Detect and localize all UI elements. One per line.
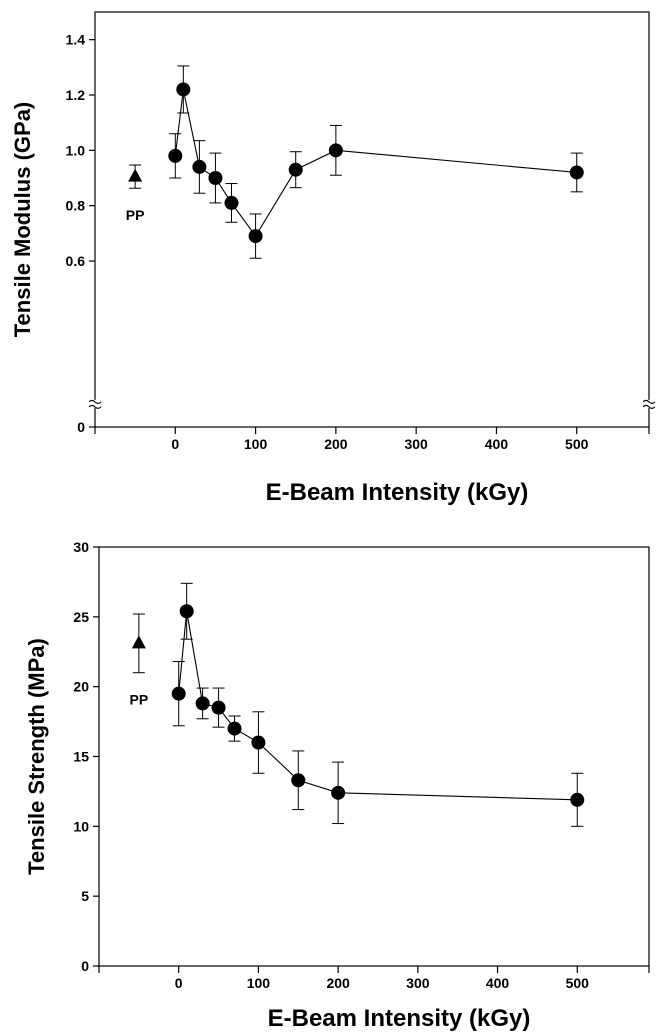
y-tick-label: 0: [81, 958, 89, 974]
x-tick-label: 200: [324, 436, 348, 452]
x-tick-label: 0: [171, 436, 179, 452]
data-point: [192, 159, 207, 174]
data-point: [179, 604, 194, 619]
data-point: [570, 792, 585, 807]
x-tick-label: 300: [406, 975, 430, 991]
x-tick-label: 400: [486, 975, 510, 991]
y-axis-title: Tensile Modulus (GPa): [10, 102, 35, 338]
data-point: [176, 82, 191, 97]
reference-label: PP: [130, 692, 149, 708]
data-point: [208, 171, 223, 185]
data-point: [171, 686, 186, 701]
x-axis-title: E-Beam Intensity (kGy): [266, 479, 529, 506]
data-point: [328, 143, 343, 158]
data-point: [248, 229, 263, 244]
reference-point: [128, 168, 143, 182]
chart-panel-1: 0 0.6 0.8 1.0 1.2 1.4 0 100 200 300 400 500 E-Beam I…: [10, 11, 656, 506]
y-tick-label: 15: [73, 749, 89, 765]
x-tick-label: 300: [404, 436, 428, 452]
x-tick-label: 500: [565, 436, 589, 452]
x-axis-title: E-Beam Intensity (kGy): [268, 1005, 531, 1032]
series-line: [174, 89, 577, 238]
reference-label: PP: [126, 207, 145, 223]
x-tick-label: 0: [175, 975, 183, 991]
y-tick-label: 0.8: [66, 198, 86, 214]
y-tick-label: 25: [73, 609, 89, 625]
y-tick-label: 5: [81, 888, 89, 904]
axis-break-mark: [642, 399, 656, 404]
reference-point: [131, 635, 146, 649]
data-point: [227, 721, 242, 736]
data-point: [211, 700, 226, 715]
data-point: [569, 165, 584, 180]
x-tick-label: 200: [326, 975, 350, 991]
y-tick-label: 1.4: [66, 32, 86, 48]
data-point: [331, 785, 346, 800]
data-point: [288, 162, 303, 177]
y-tick-label: 1.0: [66, 142, 86, 158]
data-point: [168, 148, 183, 163]
y-tick-label: 0: [77, 419, 85, 435]
x-tick-label: 400: [485, 436, 509, 452]
x-tick-label: 100: [244, 436, 268, 452]
y-tick-label: 1.2: [66, 87, 86, 103]
y-tick-label: 10: [73, 818, 89, 834]
data-point: [224, 195, 239, 210]
y-tick-label: 0.6: [66, 253, 86, 269]
x-tick-label: 500: [566, 975, 590, 991]
axis-break-mask: [89, 399, 101, 408]
y-axis-title: Tensile Strength (MPa): [24, 638, 49, 875]
x-tick-label: 100: [247, 975, 271, 991]
axis-break-mark: [88, 399, 102, 404]
y-tick-label: 30: [73, 539, 89, 555]
y-tick-label: 20: [73, 679, 89, 695]
plot-frame: [94, 11, 650, 428]
series-line: [178, 611, 578, 801]
data-point: [251, 735, 266, 750]
axis-break-mark: [88, 404, 102, 409]
axis-break-mark: [642, 404, 656, 409]
axis-break-mask: [643, 399, 655, 408]
data-point: [195, 696, 210, 711]
data-point: [291, 773, 306, 788]
